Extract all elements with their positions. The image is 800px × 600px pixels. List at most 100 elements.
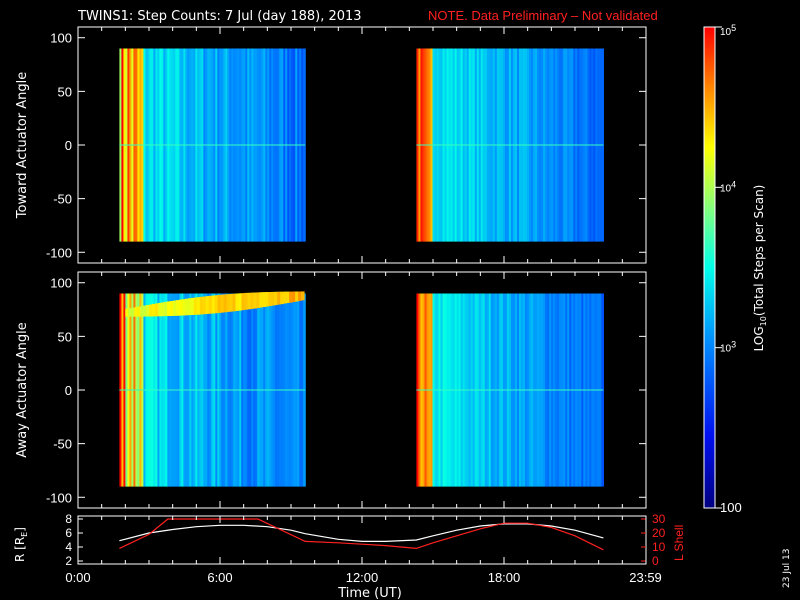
colorbar-gradient xyxy=(704,27,715,508)
colorbar-ticks: 105 104 103 100 xyxy=(715,23,742,515)
heatmap-band xyxy=(211,295,216,314)
heatmap-band xyxy=(268,292,272,307)
heatmap-band xyxy=(262,292,266,307)
y-tick-label: 8 xyxy=(65,512,72,526)
heatmap-zero-seam xyxy=(119,144,306,146)
heatmap-band xyxy=(220,294,225,313)
heatmap-band xyxy=(131,307,135,317)
heatmap-band xyxy=(193,297,198,315)
toward-panel: 100 50 0 -50 -100 Toward Actuator Angle xyxy=(15,26,647,264)
heatmap-band xyxy=(170,301,174,316)
heatmap-band xyxy=(283,291,287,304)
x-tick-label: 18:00 xyxy=(488,570,521,585)
heatmap-band xyxy=(274,291,278,306)
heatmap-band xyxy=(155,303,159,317)
note-text: NOTE. Data Preliminary – Not validated xyxy=(428,8,658,23)
away-panel: 100 50 0 -50 -100 Away Actuator Angle xyxy=(15,271,647,509)
heatmap-band xyxy=(149,304,153,317)
y-tick-label: -50 xyxy=(53,192,72,207)
heatmap-band xyxy=(190,297,195,315)
heatmap-band xyxy=(146,305,150,317)
heatmap-zero-seam xyxy=(119,389,306,391)
date-stamp: 23 Jul 13 xyxy=(782,549,792,589)
heatmap-band xyxy=(143,305,147,317)
heatmap-zero-seam xyxy=(416,144,604,146)
heatmap-band xyxy=(292,291,296,302)
y-tick-label: 0 xyxy=(65,138,72,153)
y-tick-label: 100 xyxy=(50,276,72,291)
toward-y-ticks: 100 50 0 -50 -100 xyxy=(46,31,646,260)
time-axis-ticks: 0:00 6:00 12:00 18:00 23:59 xyxy=(65,27,662,585)
heatmap-band xyxy=(223,294,228,313)
heatmap-band xyxy=(217,294,222,313)
heatmap-band xyxy=(238,293,243,311)
heatmap-band xyxy=(158,302,162,317)
colorbar-tick-label: 100 xyxy=(720,500,742,515)
away-heatmap xyxy=(119,291,604,487)
heatmap-band xyxy=(161,302,165,317)
y2-tick-label: 30 xyxy=(652,512,666,526)
heatmap-band xyxy=(128,308,132,317)
heatmap-band xyxy=(196,297,201,315)
toward-heatmap xyxy=(119,48,604,242)
heatmap-band xyxy=(173,300,177,316)
heatmap-band xyxy=(181,299,186,316)
y-tick-label: 6 xyxy=(65,526,72,540)
heatmap-band xyxy=(286,291,290,303)
heatmap-band xyxy=(289,291,293,303)
l-shell-axis-label: L Shell xyxy=(672,525,686,561)
heatmap-band xyxy=(184,298,189,316)
heatmap-band xyxy=(244,292,249,310)
x-tick-label: 23:59 xyxy=(629,570,662,585)
heatmap-band xyxy=(277,291,281,305)
heatmap-band xyxy=(140,306,144,317)
heatmap-band xyxy=(202,296,207,315)
l-shell-series-line xyxy=(119,518,604,551)
heatmap-band xyxy=(265,292,269,307)
heatmap-band xyxy=(280,291,284,305)
heatmap-band xyxy=(208,295,213,314)
away-y-label: Away Actuator Angle xyxy=(15,322,30,457)
heatmap-band xyxy=(229,293,234,312)
y-tick-label: -100 xyxy=(46,490,72,505)
heatmap-band xyxy=(214,295,219,314)
heatmap-band xyxy=(256,292,260,308)
heatmap-band xyxy=(232,293,237,312)
heatmap-band xyxy=(250,292,254,309)
away-y-ticks: 100 50 0 -50 -100 xyxy=(46,276,646,505)
y2-tick-label: 10 xyxy=(652,540,666,554)
heatmap-zero-seam xyxy=(416,389,604,391)
y-tick-label: -100 xyxy=(46,245,72,260)
colorbar-label: LOG10(Total Steps per Scan) xyxy=(752,185,768,352)
heatmap-band xyxy=(125,308,129,317)
colorbar-tick-label: 103 xyxy=(720,340,736,355)
heatmap-band xyxy=(164,301,168,317)
heatmap-band xyxy=(259,292,263,308)
heatmap-band xyxy=(176,300,180,316)
toward-y-label: Toward Actuator Angle xyxy=(15,72,30,219)
y-tick-label: 0 xyxy=(65,383,72,398)
r-series-line xyxy=(119,523,604,543)
colorbar-tick-label: 104 xyxy=(720,179,736,194)
x-tick-label: 0:00 xyxy=(65,570,90,585)
y-tick-label: 50 xyxy=(58,84,72,99)
heatmap-band xyxy=(199,296,204,315)
x-tick-label: 6:00 xyxy=(207,570,232,585)
heatmap-band xyxy=(137,306,141,317)
ephemeris-lines xyxy=(119,518,604,551)
heatmap-band xyxy=(271,291,275,306)
heatmap-band xyxy=(205,296,210,314)
heatmap-band xyxy=(187,298,192,316)
heatmap-band xyxy=(167,301,171,316)
y-tick-label: 4 xyxy=(65,540,72,554)
y-tick-label: -50 xyxy=(53,437,72,452)
heatmap-band xyxy=(178,299,183,316)
heatmap-band xyxy=(241,293,246,311)
colorbar: 105 104 103 100 LOG10(Total Steps per Scan) xyxy=(703,23,768,515)
heatmap-band xyxy=(134,307,138,317)
heatmap-band xyxy=(301,291,305,301)
